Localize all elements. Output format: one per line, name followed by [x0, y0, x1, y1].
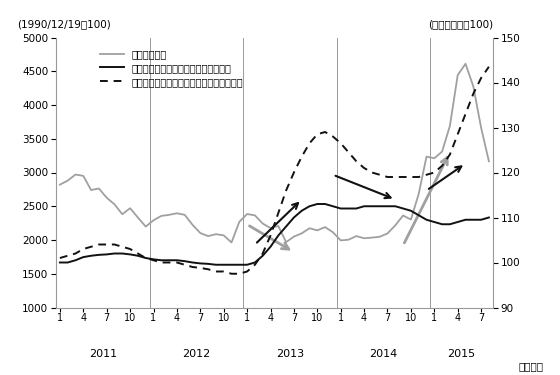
- Text: (1990/12/19＝100): (1990/12/19＝100): [17, 20, 110, 29]
- Text: （年月）: （年月）: [518, 361, 543, 371]
- Text: 2015: 2015: [447, 350, 475, 359]
- Text: (２０１０年＝100): (２０１０年＝100): [428, 20, 493, 29]
- Text: 2014: 2014: [370, 350, 398, 359]
- Text: 2012: 2012: [182, 350, 211, 359]
- Text: 2013: 2013: [276, 350, 304, 359]
- Legend: 上海総合指数, 新築商品住宅価格指数：全国（右軸）, 新築商品住宅価格指数：一線都市（右軸）: 上海総合指数, 新築商品住宅価格指数：全国（右軸）, 新築商品住宅価格指数：一線…: [96, 45, 248, 91]
- Text: 2011: 2011: [88, 350, 117, 359]
